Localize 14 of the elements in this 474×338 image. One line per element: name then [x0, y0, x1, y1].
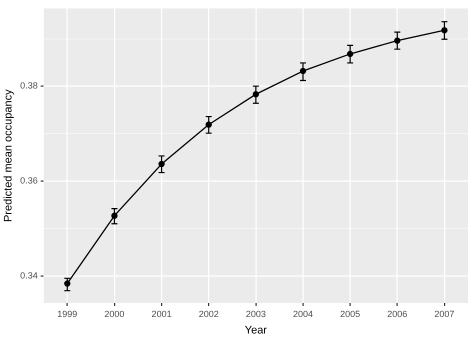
y-tick-label: 0.36 — [20, 176, 38, 186]
x-tick-label: 2005 — [340, 308, 360, 319]
x-tick-label: 2006 — [387, 308, 408, 319]
x-tick-label: 2007 — [434, 308, 454, 319]
y-tick-label: 0.38 — [20, 80, 38, 91]
x-axis-title: Year — [244, 324, 268, 336]
x-tick-label: 2000 — [104, 308, 124, 319]
x-tick-label: 2003 — [246, 308, 266, 319]
x-tick-label: 2002 — [198, 308, 219, 319]
x-tick-label: 2004 — [292, 308, 314, 319]
y-tick-label: 0.34 — [20, 270, 38, 280]
x-tick-label: 2001 — [152, 308, 172, 319]
x-tick-label: 1999 — [57, 308, 78, 319]
y-axis-title: Predicted mean occupancy — [2, 88, 15, 222]
